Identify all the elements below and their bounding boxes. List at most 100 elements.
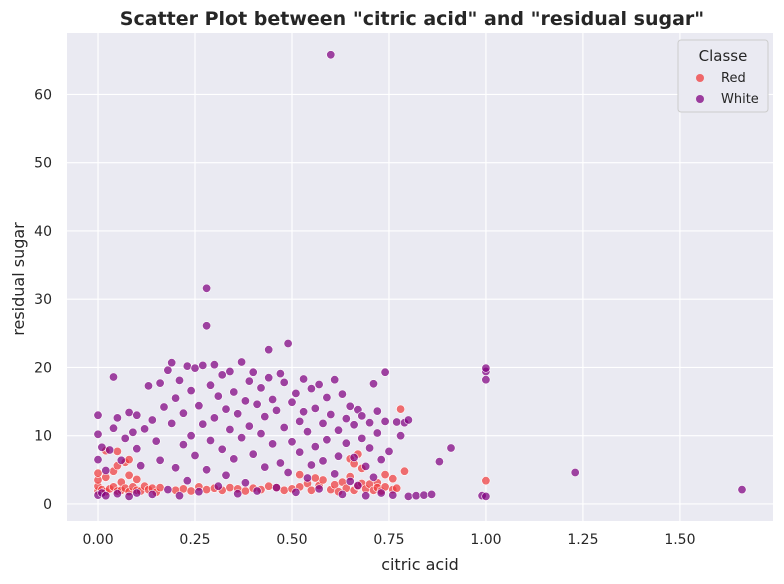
data-point-white	[240, 396, 250, 406]
data-point-red	[240, 486, 250, 496]
data-point-white	[333, 451, 343, 461]
data-point-white	[202, 283, 212, 293]
data-point-white	[372, 428, 382, 438]
data-point-white	[306, 384, 316, 394]
data-point-white	[171, 463, 181, 473]
data-point-red	[124, 455, 134, 465]
data-point-white	[190, 363, 200, 373]
data-point-white	[132, 410, 142, 420]
data-point-white	[268, 394, 278, 404]
data-point-white	[252, 486, 262, 496]
data-point-white	[314, 484, 324, 494]
y-tick-label: 0	[43, 497, 52, 513]
data-point-white	[151, 436, 161, 446]
data-point-red	[264, 481, 274, 491]
grid-lines	[67, 33, 773, 521]
data-point-white	[124, 491, 134, 501]
data-point-white	[737, 485, 747, 495]
data-point-white	[182, 476, 192, 486]
data-point-red	[399, 466, 409, 476]
data-point-white	[213, 391, 223, 401]
y-tick-label: 40	[34, 224, 52, 240]
data-point-white	[206, 380, 216, 390]
data-point-white	[186, 386, 196, 396]
data-point-white	[198, 360, 208, 370]
data-point-white	[116, 455, 126, 465]
data-point-white	[345, 476, 355, 486]
data-point-white	[147, 489, 157, 499]
data-point-white	[163, 485, 173, 495]
data-point-white	[175, 491, 185, 501]
data-point-red	[225, 483, 235, 493]
data-point-white	[268, 439, 278, 449]
data-point-red	[186, 486, 196, 496]
legend-marker-red	[696, 74, 704, 82]
data-point-white	[93, 455, 103, 465]
data-point-white	[171, 393, 181, 403]
data-point-white	[427, 489, 437, 499]
data-point-white	[237, 357, 247, 367]
data-point-white	[175, 375, 185, 385]
data-point-white	[306, 460, 316, 470]
data-point-red	[396, 404, 406, 414]
data-point-white	[279, 377, 289, 387]
data-point-white	[275, 458, 285, 468]
y-tick-label: 20	[34, 360, 52, 376]
data-point-white	[206, 435, 216, 445]
data-point-white	[217, 370, 227, 380]
data-point-white	[101, 491, 111, 501]
data-point-white	[147, 415, 157, 425]
data-point-red	[124, 470, 134, 480]
data-point-white	[419, 490, 429, 500]
data-point-white	[341, 438, 351, 448]
data-point-white	[403, 415, 413, 425]
data-point-white	[213, 481, 223, 491]
data-point-white	[260, 412, 270, 422]
data-point-white	[345, 401, 355, 411]
points-layer	[93, 50, 747, 501]
y-axis-label: residual sugar	[9, 222, 28, 336]
x-tick-label: 1.50	[664, 532, 695, 548]
data-point-white	[392, 417, 402, 427]
data-point-white	[178, 408, 188, 418]
data-point-white	[124, 407, 134, 417]
data-point-white	[128, 427, 138, 437]
y-tick-label: 30	[34, 292, 52, 308]
x-tick-label: 1.00	[470, 532, 501, 548]
data-point-white	[264, 345, 274, 355]
data-point-white	[163, 365, 173, 375]
data-point-white	[295, 447, 305, 457]
data-point-white	[349, 420, 359, 430]
legend-box	[677, 39, 769, 113]
data-point-white	[357, 433, 367, 443]
data-point-white	[357, 411, 367, 421]
data-point-white	[194, 487, 204, 497]
legend-marker-white	[696, 95, 704, 103]
data-point-white	[182, 361, 192, 371]
data-point-white	[275, 369, 285, 379]
data-point-white	[481, 491, 491, 501]
data-point-white	[446, 443, 456, 453]
data-point-white	[240, 478, 250, 488]
plot-area	[67, 33, 773, 521]
data-point-white	[353, 480, 363, 490]
data-point-white	[159, 402, 169, 412]
data-point-white	[318, 456, 328, 466]
data-point-white	[326, 50, 336, 60]
data-point-white	[248, 449, 258, 459]
data-point-white	[209, 413, 219, 423]
y-tick-label: 10	[34, 429, 52, 445]
data-point-white	[295, 416, 305, 426]
data-point-white	[322, 392, 332, 402]
data-point-white	[202, 321, 212, 331]
data-point-white	[225, 424, 235, 434]
data-point-white	[264, 373, 274, 383]
data-point-white	[396, 431, 406, 441]
x-tick-label: 0.25	[179, 532, 210, 548]
series-white	[93, 50, 747, 501]
data-point-white	[380, 367, 390, 377]
data-point-red	[392, 483, 402, 493]
data-point-white	[372, 406, 382, 416]
data-point-white	[190, 450, 200, 460]
